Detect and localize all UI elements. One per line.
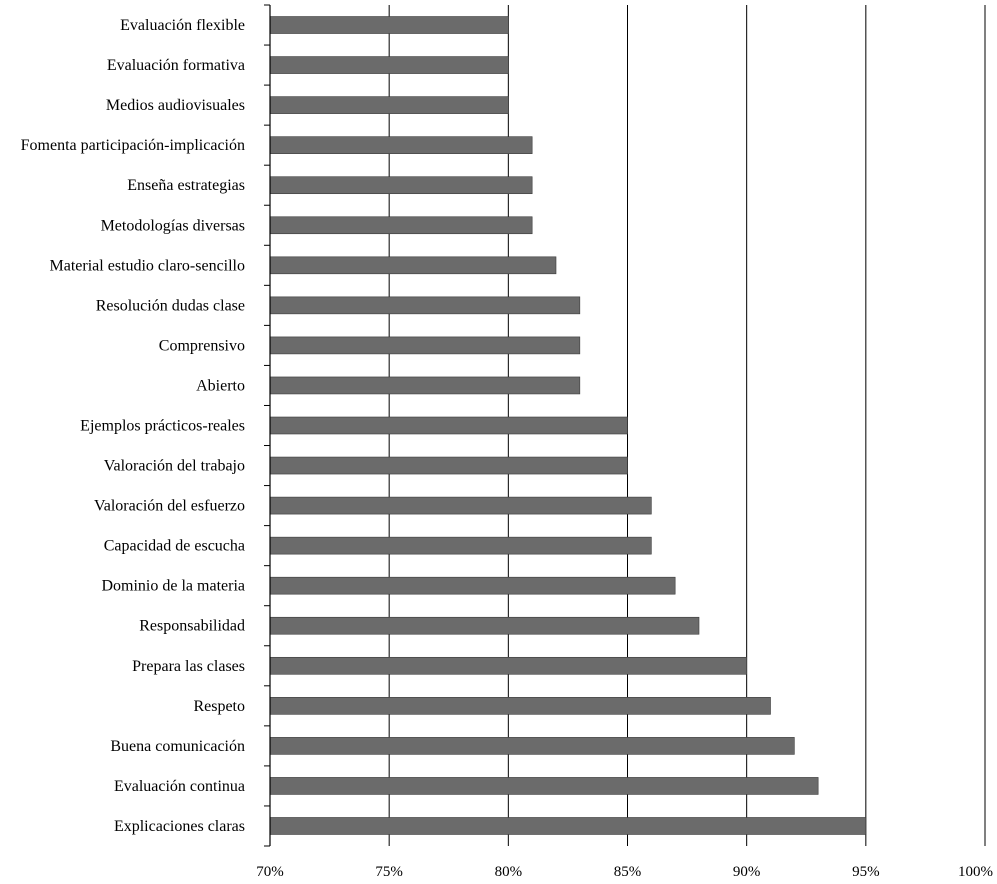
category-label-fomenta-participacion-implicacion: Fomenta participación-implicación <box>21 137 245 154</box>
bar-evaluacion-formativa <box>269 56 509 74</box>
category-label-material-estudio-claro-sencillo: Material estudio claro-sencillo <box>50 257 245 274</box>
x-tick-label-85: 85% <box>614 864 642 880</box>
category-label-explicaciones-claras: Explicaciones claras <box>114 818 245 835</box>
category-label-valoracion-del-trabajo: Valoración del trabajo <box>104 458 245 475</box>
x-tick-label-100: 100% <box>958 864 993 880</box>
category-label-evaluacion-continua: Evaluación continua <box>114 778 245 795</box>
category-label-evaluacion-flexible: Evaluación flexible <box>120 17 245 34</box>
x-tick-label-90: 90% <box>733 864 761 880</box>
bar-comprensivo <box>269 336 581 355</box>
bar-ejemplos-practicos-reales <box>269 416 628 435</box>
bar-abierto <box>269 376 581 395</box>
bar-prepara-las-clases <box>269 656 747 675</box>
bar-buena-comunicacion <box>269 737 795 755</box>
category-label-metodologias-diversas: Metodologías diversas <box>101 217 245 234</box>
category-label-valoracion-del-esfuerzo: Valoración del esfuerzo <box>94 498 245 515</box>
x-tick-label-70: 70% <box>256 864 284 880</box>
bar-respeto <box>269 697 771 715</box>
x-tick-label-80: 80% <box>495 864 523 880</box>
y-axis <box>264 4 271 847</box>
bar-responsabilidad <box>269 616 700 635</box>
bar-dominio-de-la-materia <box>269 576 676 595</box>
bar-resolucion-dudas-clase <box>269 296 581 315</box>
bar-evaluacion-continua <box>269 777 819 795</box>
bar-evaluacion-flexible <box>269 16 509 34</box>
bar-valoracion-del-trabajo <box>269 456 628 475</box>
category-labels: Evaluación flexible Evaluación formativa M… <box>21 17 245 835</box>
category-label-capacidad-de-escucha: Capacidad de escucha <box>104 538 245 555</box>
bar-medios-audiovisuales <box>269 96 509 114</box>
x-tick-label-75: 75% <box>375 864 403 880</box>
category-label-abierto: Abierto <box>196 377 245 394</box>
bar-explicaciones-claras <box>269 817 867 835</box>
category-label-resolucion-dudas-clase: Resolución dudas clase <box>96 297 245 314</box>
bar-material-estudio-claro-sencillo <box>269 256 557 275</box>
category-label-medios-audiovisuales: Medios audiovisuales <box>106 97 245 114</box>
category-label-dominio-de-la-materia: Dominio de la materia <box>101 578 245 595</box>
bar-ensena-estrategias <box>269 176 533 195</box>
bar-metodologias-diversas <box>269 216 533 235</box>
category-label-comprensivo: Comprensivo <box>159 337 245 354</box>
bar-capacidad-de-escucha <box>269 536 652 555</box>
category-label-respeto: Respeto <box>193 698 245 715</box>
category-label-prepara-las-clases: Prepara las clases <box>132 658 245 675</box>
category-label-evaluacion-formativa: Evaluación formativa <box>107 57 245 74</box>
x-tick-labels: 70% 75% 80% 85% 90% 95% 100% <box>256 864 993 880</box>
bar-fomenta-participacion-implicacion <box>269 136 533 154</box>
x-tick-label-95: 95% <box>852 864 880 880</box>
bars <box>269 16 867 835</box>
category-label-buena-comunicacion: Buena comunicación <box>110 738 245 755</box>
bar-valoracion-del-esfuerzo <box>269 496 652 515</box>
category-label-responsabilidad: Responsabilidad <box>139 618 245 635</box>
category-label-ensena-estrategias: Enseña estrategias <box>127 177 245 194</box>
category-label-ejemplos-practicos-reales: Ejemplos prácticos-reales <box>80 418 245 435</box>
